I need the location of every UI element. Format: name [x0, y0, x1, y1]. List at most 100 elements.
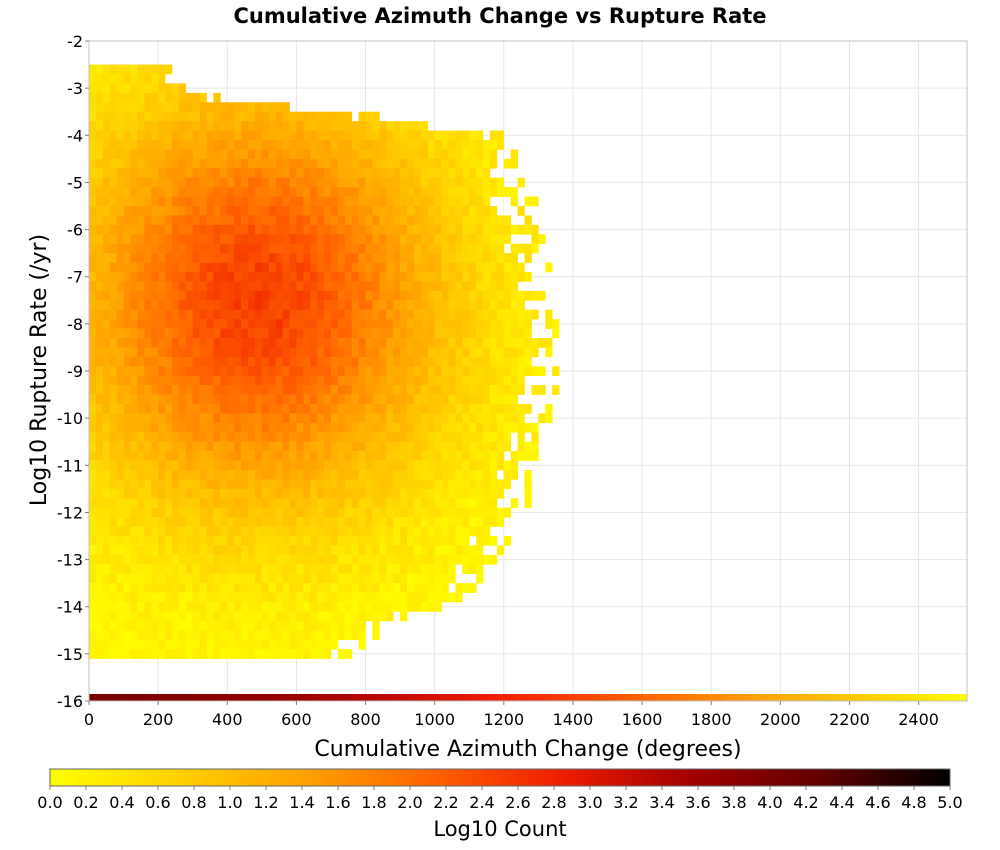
- heatmap-cell: [503, 356, 512, 367]
- heatmap-cell: [386, 243, 394, 254]
- heatmap-cell: [386, 262, 394, 273]
- heatmap-cell: [178, 215, 187, 226]
- heatmap-cell: [462, 498, 470, 509]
- heatmap-cell: [434, 413, 442, 424]
- heatmap-cell: [241, 470, 249, 480]
- heatmap-cell: [282, 630, 290, 641]
- heatmap-cell: [192, 243, 200, 254]
- heatmap-cell: [324, 545, 332, 556]
- heatmap-cell: [351, 309, 359, 320]
- heatmap-cell: [220, 592, 228, 603]
- heatmap-cell: [372, 498, 380, 509]
- heatmap-cell: [324, 140, 332, 150]
- heatmap-cell: [296, 253, 304, 263]
- heatmap-cell: [130, 583, 138, 593]
- heatmap-cell: [234, 262, 242, 273]
- heatmap-cell: [137, 620, 145, 631]
- heatmap-cell: [455, 140, 463, 150]
- heatmap-cell: [303, 272, 311, 282]
- heatmap-cell: [455, 206, 463, 216]
- heatmap-cell: [462, 536, 470, 546]
- baseline-strip-cell: [586, 694, 594, 701]
- x-tick-label: 400: [212, 710, 243, 729]
- heatmap-cell: [102, 451, 111, 461]
- heatmap-cell: [407, 470, 415, 480]
- heatmap-cell: [413, 573, 422, 584]
- heatmap-cell: [407, 498, 415, 509]
- baseline-strip-cell: [372, 694, 380, 701]
- heatmap-cell: [400, 564, 408, 575]
- heatmap-cell: [165, 158, 173, 169]
- heatmap-cell: [365, 158, 373, 169]
- heatmap-cell: [206, 611, 214, 622]
- heatmap-cell: [213, 102, 221, 113]
- heatmap-cell: [296, 451, 304, 461]
- heatmap-cell: [234, 517, 242, 527]
- y-axis-label: Log10 Rupture Rate (/yr): [27, 234, 52, 506]
- heatmap-cell: [137, 451, 145, 461]
- heatmap-cell: [151, 488, 159, 499]
- heatmap-cell: [441, 290, 449, 301]
- heatmap-cell: [476, 488, 484, 499]
- heatmap-cell: [282, 479, 290, 490]
- heatmap-cell: [372, 479, 380, 490]
- heatmap-cell: [448, 366, 456, 377]
- heatmap-cell: [116, 347, 124, 358]
- heatmap-cell: [358, 111, 366, 122]
- heatmap-cell: [393, 460, 401, 471]
- heatmap-cell: [462, 507, 470, 518]
- heatmap-cell: [254, 140, 263, 150]
- baseline-strip-cell: [393, 694, 401, 701]
- heatmap-cell: [220, 649, 228, 659]
- heatmap-cell: [220, 470, 228, 480]
- heatmap-cell: [337, 470, 346, 480]
- heatmap-cell: [144, 130, 152, 141]
- heatmap-cell: [427, 300, 435, 311]
- heatmap-cell: [365, 262, 373, 273]
- heatmap-cell: [413, 328, 422, 339]
- heatmap-cell: [116, 262, 124, 273]
- heatmap-cell: [296, 592, 304, 603]
- baseline-strip-cell: [890, 694, 899, 701]
- heatmap-cell: [137, 375, 145, 386]
- heatmap-cell: [441, 196, 449, 207]
- heatmap-cell: [206, 592, 214, 603]
- y-tick-label: -13: [57, 551, 83, 570]
- heatmap-cell: [234, 422, 242, 433]
- heatmap-cell: [254, 111, 263, 122]
- heatmap-cell: [102, 602, 111, 612]
- heatmap-cell: [344, 168, 353, 179]
- heatmap-cell: [317, 253, 325, 263]
- heatmap-cell: [420, 130, 429, 141]
- heatmap-cell: [462, 583, 470, 593]
- heatmap-cell: [171, 338, 180, 348]
- heatmap-cell: [282, 451, 290, 461]
- heatmap-cell: [469, 356, 477, 367]
- heatmap-cell: [413, 413, 422, 424]
- heatmap-cell: [407, 187, 415, 197]
- heatmap-cell: [109, 224, 117, 235]
- heatmap-cell: [123, 309, 131, 320]
- heatmap-cell: [420, 319, 429, 329]
- heatmap-cell: [413, 460, 422, 471]
- heatmap-cell: [483, 272, 491, 282]
- heatmap-cell: [379, 611, 387, 622]
- heatmap-cell: [95, 639, 104, 650]
- baseline-strip-cell: [95, 694, 104, 701]
- heatmap-cell: [476, 404, 484, 414]
- heatmap-cell: [95, 102, 104, 113]
- heatmap-cell: [496, 272, 505, 282]
- heatmap-cell: [344, 536, 353, 546]
- heatmap-cell: [165, 196, 173, 207]
- heatmap-cell: [213, 536, 221, 546]
- heatmap-cell: [420, 243, 429, 254]
- baseline-strip-cell: [607, 694, 615, 701]
- heatmap-cell: [165, 253, 173, 263]
- heatmap-cell: [330, 517, 339, 527]
- heatmap-cell: [109, 460, 117, 471]
- heatmap-cell: [358, 338, 366, 348]
- heatmap-cell: [261, 177, 270, 188]
- heatmap-cell: [144, 121, 152, 131]
- heatmap-cell: [372, 215, 380, 226]
- heatmap-cell: [248, 583, 256, 593]
